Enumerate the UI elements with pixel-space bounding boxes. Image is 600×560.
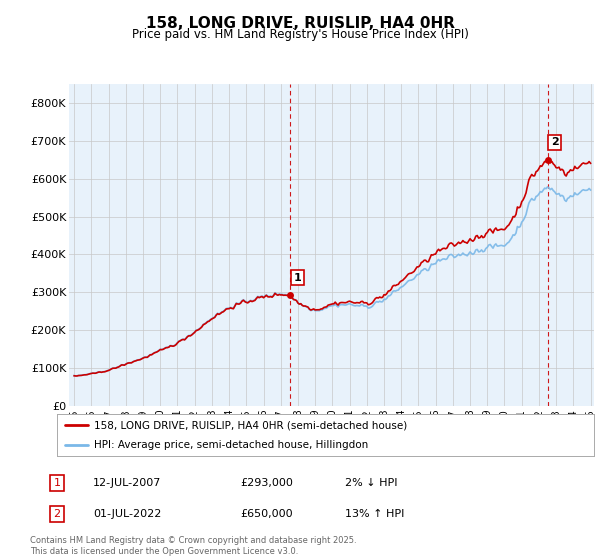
Text: Contains HM Land Registry data © Crown copyright and database right 2025.
This d: Contains HM Land Registry data © Crown c… [30, 536, 356, 556]
Text: £650,000: £650,000 [240, 509, 293, 519]
Text: 158, LONG DRIVE, RUISLIP, HA4 0HR (semi-detached house): 158, LONG DRIVE, RUISLIP, HA4 0HR (semi-… [94, 421, 407, 430]
Text: 2: 2 [551, 137, 559, 147]
Text: 1: 1 [53, 478, 61, 488]
Text: 158, LONG DRIVE, RUISLIP, HA4 0HR: 158, LONG DRIVE, RUISLIP, HA4 0HR [146, 16, 455, 31]
Text: 13% ↑ HPI: 13% ↑ HPI [345, 509, 404, 519]
Text: HPI: Average price, semi-detached house, Hillingdon: HPI: Average price, semi-detached house,… [94, 440, 368, 450]
Text: £293,000: £293,000 [240, 478, 293, 488]
Text: Price paid vs. HM Land Registry's House Price Index (HPI): Price paid vs. HM Land Registry's House … [131, 28, 469, 41]
Text: 12-JUL-2007: 12-JUL-2007 [93, 478, 161, 488]
Text: 1: 1 [293, 273, 301, 283]
Text: 01-JUL-2022: 01-JUL-2022 [93, 509, 161, 519]
Text: 2% ↓ HPI: 2% ↓ HPI [345, 478, 398, 488]
Text: 2: 2 [53, 509, 61, 519]
